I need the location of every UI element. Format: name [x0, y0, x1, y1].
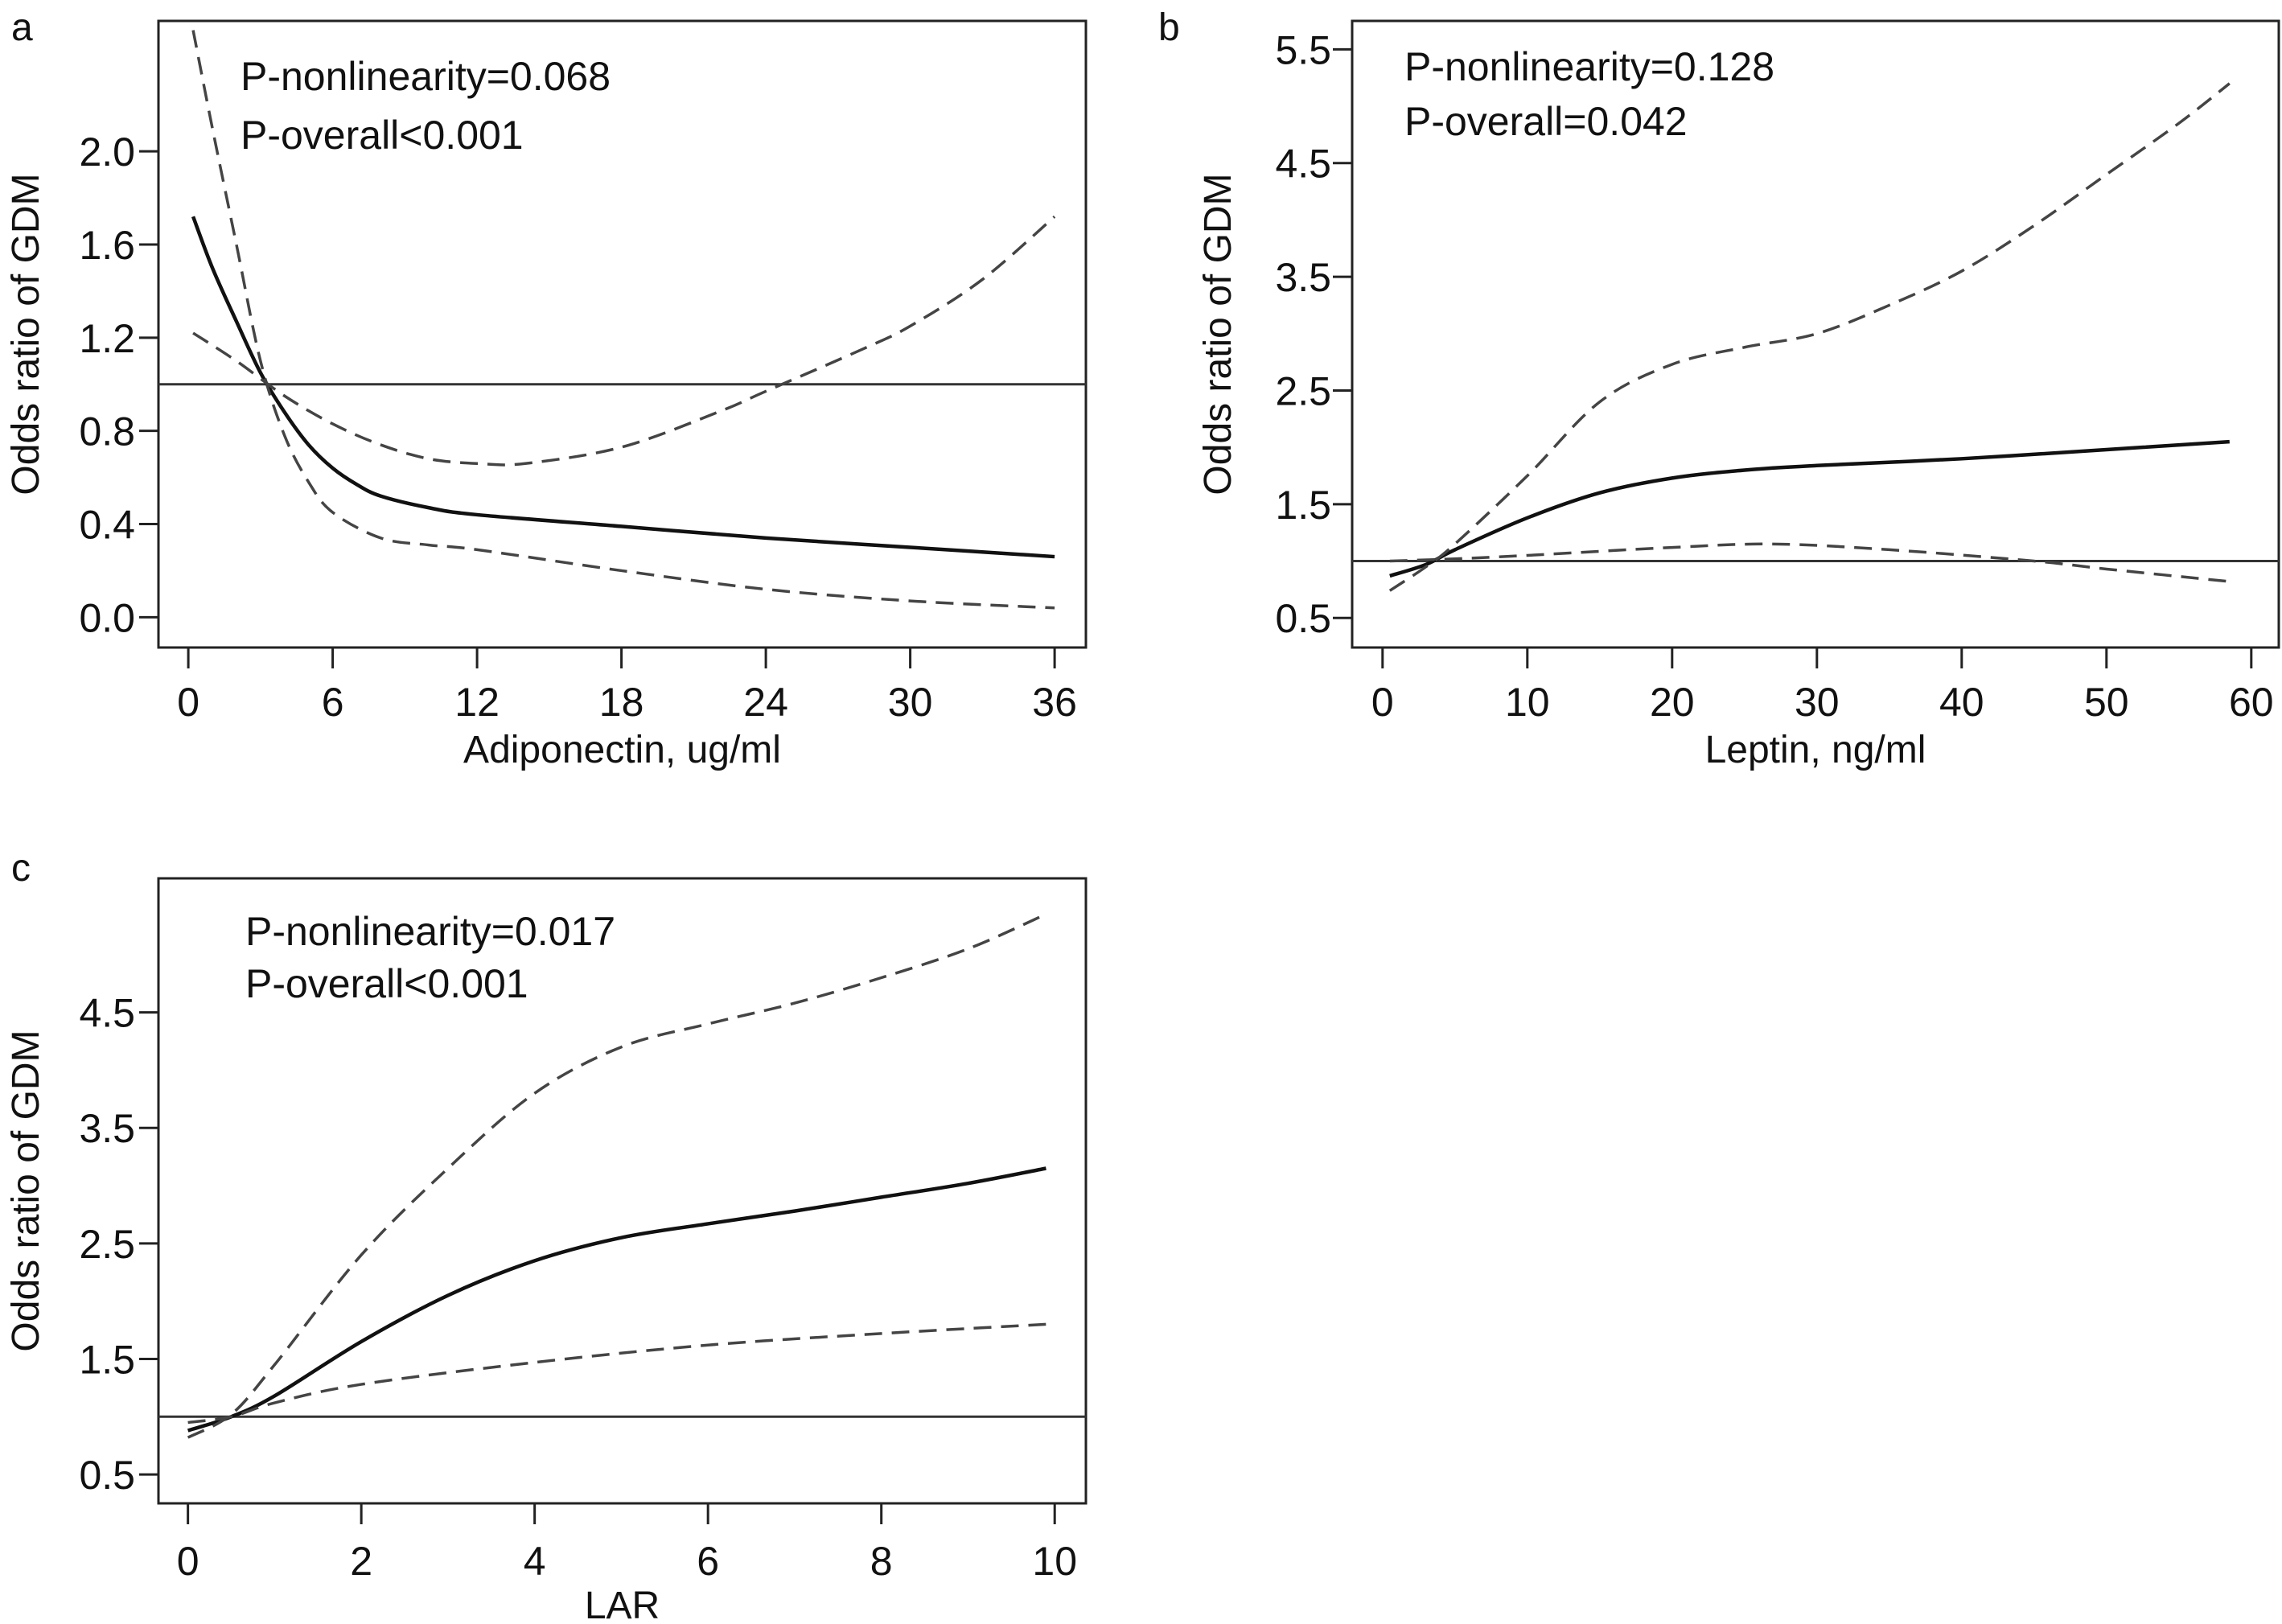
- x-tick-label: 2: [350, 1539, 372, 1584]
- x-tick-label: 0: [177, 1539, 199, 1584]
- x-tick-label: 8: [870, 1539, 893, 1584]
- lower-ci-line: [1389, 542, 2230, 583]
- y-tick-label: 0.0: [79, 595, 135, 640]
- y-tick-label: 1.5: [1275, 483, 1331, 528]
- y-tick-label: 3.5: [79, 1106, 135, 1151]
- p-value-annotation: P-nonlinearity=0.017: [245, 909, 615, 954]
- x-tick-label: 6: [697, 1539, 719, 1584]
- y-tick-label: 0.5: [79, 1453, 135, 1498]
- y-tick-label: 0.8: [79, 409, 135, 454]
- x-tick-label: 50: [2084, 680, 2129, 725]
- estimate-line: [1389, 439, 2230, 578]
- y-tick-label: 4.5: [79, 991, 135, 1036]
- p-value-annotation: P-nonlinearity=0.128: [1404, 44, 1774, 89]
- y-tick-label: 1.5: [79, 1337, 135, 1382]
- y-tick-label: 2.0: [79, 130, 135, 175]
- x-axis-title: Adiponectin, ug/ml: [463, 729, 781, 771]
- p-value-annotation: P-overall=0.042: [1404, 99, 1688, 144]
- x-tick-label: 30: [1795, 680, 1840, 725]
- x-tick-label: 0: [1371, 680, 1394, 725]
- p-value-annotation: P-overall<0.001: [241, 113, 524, 158]
- upper-ci-line: [192, 215, 1056, 467]
- x-tick-label: 0: [177, 680, 199, 725]
- y-tick-label: 2.5: [79, 1222, 135, 1267]
- x-tick-label: 36: [1032, 680, 1077, 725]
- x-axis-title: LAR: [585, 1585, 660, 1624]
- x-tick-label: 6: [322, 680, 344, 725]
- x-tick-label: 12: [454, 680, 500, 725]
- y-tick-label: 5.5: [1275, 27, 1331, 72]
- y-axis-title: Odds ratio of GDM: [5, 173, 47, 495]
- estimate-line: [187, 1166, 1046, 1433]
- y-axis-title: Odds ratio of GDM: [1197, 173, 1240, 495]
- x-tick-label: 10: [1505, 680, 1550, 725]
- lower-ci-line: [191, 30, 1055, 610]
- x-axis-title: Leptin, ng/ml: [1705, 729, 1926, 771]
- x-tick-label: 18: [599, 680, 644, 725]
- x-tick-label: 4: [524, 1539, 546, 1584]
- panel-a: a 0 6 12 18 24 30 36 0.0 0.4 0.8 1.2 1.6 2.0 Adiponect…: [5, 6, 1088, 771]
- panel-b: b 0 10 20 30 40 50 60 0.5 1.5 2.5 3.5 4.5 5.5 Leptin, …: [1158, 6, 2280, 771]
- y-tick-label: 0.5: [1275, 596, 1331, 641]
- x-tick-label: 10: [1032, 1539, 1077, 1584]
- upper-ci-line: [1388, 82, 2231, 592]
- x-tick-label: 20: [1650, 680, 1695, 725]
- x-tick-label: 40: [1939, 680, 1984, 725]
- y-tick-label: 2.5: [1275, 368, 1331, 413]
- panel-label: c: [11, 847, 31, 890]
- y-tick-label: 1.2: [79, 316, 135, 361]
- panel-c: c 0 2 4 6 8 10 0.5 1.5 2.5 3.5 4.5 LAR Odds ratio of …: [5, 847, 1088, 1624]
- lower-ci-line: [187, 1322, 1046, 1425]
- x-tick-label: 30: [888, 680, 933, 725]
- panel-label: b: [1158, 6, 1180, 49]
- p-value-annotation: P-overall<0.001: [245, 961, 528, 1006]
- y-tick-label: 3.5: [1275, 255, 1331, 300]
- x-tick-label: 60: [2229, 680, 2274, 725]
- y-tick-label: 0.4: [79, 503, 135, 548]
- x-tick-label: 24: [743, 680, 788, 725]
- estimate-line: [191, 216, 1055, 559]
- upper-ci-line: [187, 912, 1047, 1439]
- panel-label: a: [11, 6, 33, 49]
- y-tick-label: 4.5: [1275, 142, 1331, 187]
- y-tick-label: 1.6: [79, 223, 135, 268]
- y-axis-title: Odds ratio of GDM: [5, 1030, 47, 1351]
- p-value-annotation: P-nonlinearity=0.068: [241, 54, 611, 99]
